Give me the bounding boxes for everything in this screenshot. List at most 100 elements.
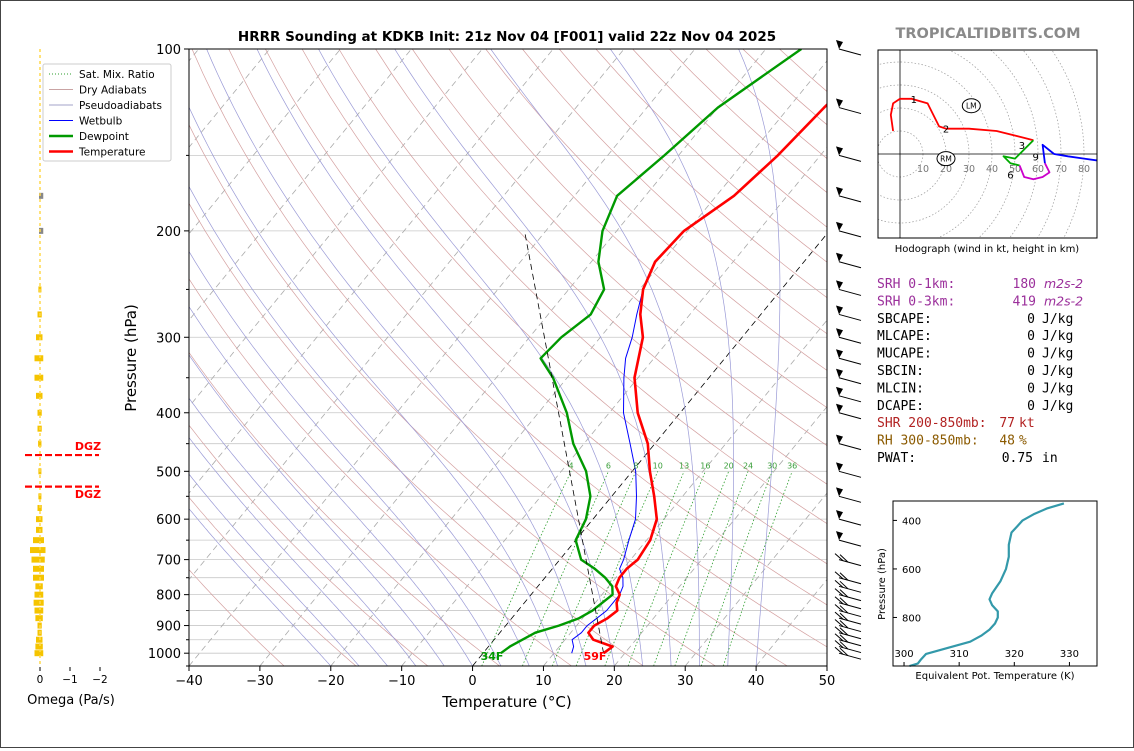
index-label: SRH 0-3km: bbox=[877, 294, 955, 309]
omega-bar bbox=[34, 650, 44, 657]
mixing-ratio-label: 6 bbox=[606, 461, 611, 470]
x-tick-label: 30 bbox=[677, 674, 694, 689]
theta-e-ylabel: Pressure (hPa) bbox=[877, 548, 888, 620]
dewpoint-trace bbox=[500, 49, 802, 655]
hodograph-height-label: 2 bbox=[943, 125, 949, 136]
wind-barb-flag bbox=[836, 146, 843, 156]
omega-bar bbox=[34, 607, 44, 614]
x-tick-label: −30 bbox=[246, 674, 273, 689]
index-unit: % bbox=[1019, 434, 1027, 449]
mixing-ratio-line bbox=[551, 471, 637, 666]
hodograph: 10 20 30 40 50 60 70 80 1 2 3 6 9 LM RM bbox=[878, 50, 1097, 238]
hodograph-height-label: 6 bbox=[1007, 171, 1013, 182]
pseudoadiabat bbox=[490, 49, 700, 666]
mixing-ratio-line bbox=[700, 471, 773, 666]
x-tick-label: −20 bbox=[317, 674, 344, 689]
index-value: 0 bbox=[1027, 312, 1035, 327]
wind-barb-feather bbox=[834, 553, 844, 561]
dry-adiabat bbox=[779, 49, 827, 92]
omega-bar bbox=[35, 643, 43, 650]
wind-barb-feather bbox=[839, 589, 849, 598]
wind-barb-flag bbox=[836, 221, 843, 231]
y-tick-label: 300 bbox=[156, 331, 181, 346]
y-tick-label: 100 bbox=[156, 43, 181, 58]
isotherm-line bbox=[330, 60, 827, 666]
hodograph-height-label: 3 bbox=[1019, 141, 1025, 152]
x-tick-label: 10 bbox=[535, 674, 552, 689]
dgz-label-bottom: DGZ bbox=[75, 488, 101, 501]
pseudoadiabat bbox=[610, 49, 734, 666]
mixing-ratio-label: 13 bbox=[679, 461, 689, 470]
wind-barb-flag bbox=[836, 280, 843, 290]
wind-barb-flag bbox=[836, 386, 843, 396]
index-unit: J/kg bbox=[1042, 364, 1073, 379]
indices-table: SRH 0-1km: 180 m2s-2 SRH 0-3km: 419 m2s-2 SBCA… bbox=[877, 276, 1083, 466]
legend-label: Sat. Mix. Ratio bbox=[79, 69, 155, 81]
wind-barb-feather bbox=[839, 620, 849, 629]
wind-barb-flag bbox=[836, 487, 843, 497]
theta-e-y-tick-label: 600 bbox=[902, 565, 921, 576]
y-tick-label: 200 bbox=[156, 225, 181, 240]
wind-barb-feather bbox=[839, 597, 849, 606]
dry-adiabat bbox=[191, 49, 788, 666]
isotherm-line bbox=[189, 49, 412, 321]
hodograph-ring-label: 80 bbox=[1078, 164, 1090, 175]
index-unit: J/kg bbox=[1042, 381, 1073, 396]
wind-barb-feather bbox=[839, 647, 849, 657]
wind-barb-staff bbox=[838, 230, 862, 238]
index-value: 0.75 bbox=[1002, 451, 1033, 466]
wind-barb-feather bbox=[834, 646, 844, 655]
x-tick-label: 0 bbox=[468, 674, 476, 689]
legend-label: Dry Adiabats bbox=[79, 85, 147, 97]
theta-e-x-tick-label: 310 bbox=[950, 649, 969, 660]
wind-barb-staff bbox=[838, 443, 862, 451]
index-label: MLCAPE: bbox=[877, 329, 932, 344]
pseudoadiabat bbox=[189, 250, 502, 666]
omega-bar bbox=[37, 409, 42, 416]
dry-adiabat bbox=[189, 278, 572, 666]
wind-barb-feather bbox=[834, 596, 844, 605]
dry-adiabat bbox=[189, 124, 716, 666]
hodograph-ring-label: 30 bbox=[963, 164, 975, 175]
dry-adiabat bbox=[375, 49, 827, 485]
mixing-ratio-label: 36 bbox=[787, 461, 797, 470]
omega-axis-label: Omega (Pa/s) bbox=[27, 693, 115, 708]
wind-barb-flag bbox=[836, 349, 843, 359]
skewt-background-lines bbox=[189, 49, 827, 666]
pseudoadiabat bbox=[738, 49, 781, 666]
wind-barb-staff bbox=[838, 195, 862, 203]
hodograph-ring-label: 20 bbox=[940, 164, 952, 175]
x-tick-label: −10 bbox=[388, 674, 415, 689]
y-tick-label: 1000 bbox=[148, 647, 181, 662]
index-label: DCAPE: bbox=[877, 399, 924, 414]
hodograph-trace bbox=[1018, 162, 1051, 181]
mixing-ratio-line bbox=[653, 471, 730, 666]
hodograph-height-label: 1 bbox=[911, 95, 917, 106]
isotherm-line bbox=[684, 492, 827, 666]
wind-barb-feather bbox=[834, 571, 844, 580]
hodograph-ring-label: 60 bbox=[1032, 164, 1044, 175]
index-label: PWAT: bbox=[877, 451, 916, 466]
dry-adiabat bbox=[189, 351, 500, 666]
mixing-ratio-line bbox=[604, 471, 685, 666]
pseudoadiabat bbox=[189, 185, 530, 666]
hodograph-ring-label: 40 bbox=[986, 164, 998, 175]
y-tick-label: 800 bbox=[156, 589, 181, 604]
wind-barb-flag bbox=[836, 98, 843, 108]
wind-barb-feather bbox=[834, 588, 844, 597]
pseudoadiabat bbox=[189, 397, 417, 666]
wind-barb-feather bbox=[834, 640, 844, 648]
wind-barb-staff bbox=[838, 261, 862, 269]
mixing-ratio-label: 10 bbox=[653, 461, 663, 470]
wind-barb-flag bbox=[836, 186, 843, 196]
legend: Sat. Mix. Ratio Dry Adiabats Pseudoadiabat… bbox=[42, 63, 172, 162]
pseudoadiabat bbox=[189, 436, 388, 666]
omega-bar bbox=[30, 547, 46, 554]
theta-e-x-tick-label: 300 bbox=[894, 649, 913, 660]
isotherm-line bbox=[189, 49, 696, 666]
legend-label: Temperature bbox=[78, 147, 146, 159]
theta-e-xlabel: Equivalent Pot. Temperature (K) bbox=[915, 671, 1074, 682]
x-axis-label: Temperature (°C) bbox=[441, 693, 571, 711]
index-value: 0 bbox=[1027, 399, 1035, 414]
mixing-ratio-label: 24 bbox=[743, 461, 753, 470]
